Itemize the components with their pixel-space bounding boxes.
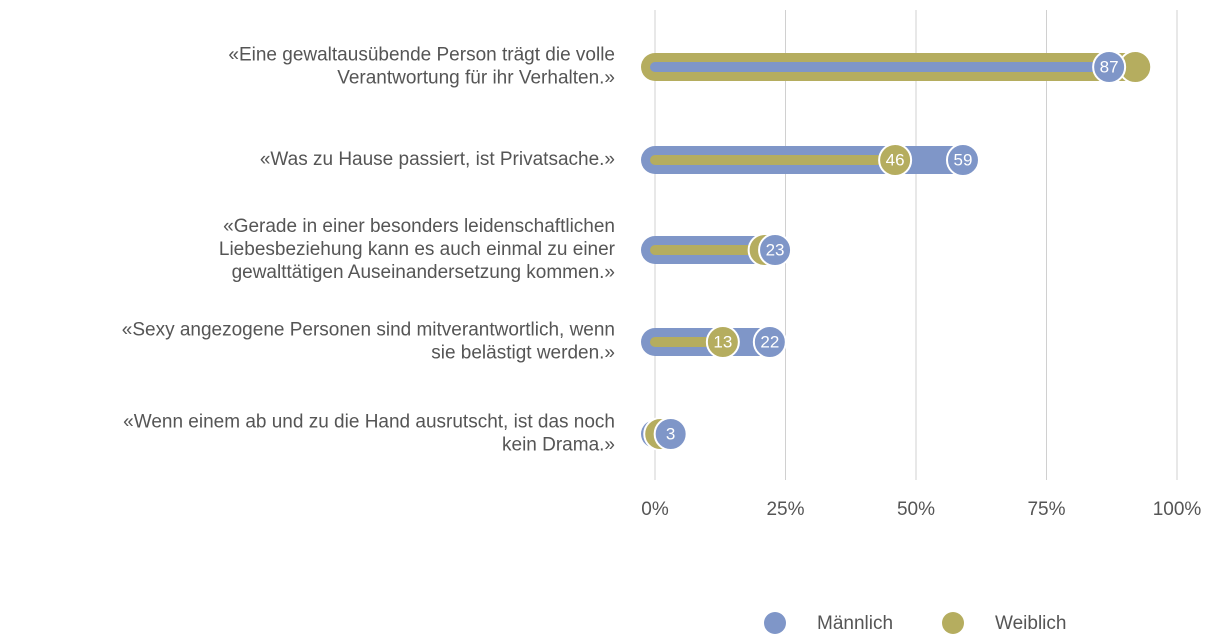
x-tick-label: 50% — [897, 499, 935, 520]
dot — [878, 143, 913, 177]
dot — [705, 325, 740, 359]
x-tick-label: 75% — [1027, 499, 1065, 520]
dot — [752, 325, 787, 359]
category-label: «Gerade in einer besonders leidenschaftl… — [223, 216, 615, 237]
category-label: «Wenn einem ab und zu die Hand ausrutsch… — [123, 412, 615, 433]
dot — [1092, 50, 1127, 84]
x-tick-label: 100% — [1153, 499, 1202, 520]
category-label: «Was zu Hause passiert, ist Privatsache.… — [260, 149, 615, 170]
category-label: kein Drama.» — [502, 435, 615, 456]
category-label: «Eine gewaltausübende Person trägt die v… — [228, 45, 615, 66]
x-tick-label: 25% — [766, 499, 804, 520]
category-label: «Sexy angezogene Personen sind mitverant… — [122, 320, 615, 341]
legend-marker — [942, 612, 964, 634]
value-label: 59 — [954, 150, 973, 169]
legend-label: Männlich — [817, 613, 893, 634]
value-label: 22 — [760, 332, 779, 351]
category-label: Liebesbeziehung kann es auch einmal zu e… — [219, 239, 616, 260]
legend-label: Weiblich — [995, 613, 1066, 634]
value-label: 3 — [666, 424, 675, 443]
category-label: Verantwortung für ihr Verhalten.» — [337, 68, 615, 89]
dot — [653, 417, 688, 451]
dot — [758, 233, 793, 267]
value-label: 23 — [766, 240, 785, 259]
dot — [945, 143, 980, 177]
category-label: gewalttätigen Auseinandersetzung kommen.… — [232, 262, 615, 283]
value-label: 46 — [886, 150, 905, 169]
value-label: 87 — [1100, 57, 1119, 76]
legend-marker — [764, 612, 786, 634]
x-tick-label: 0% — [641, 499, 669, 520]
category-label: sie belästigt werden.» — [431, 343, 615, 364]
value-label: 13 — [713, 332, 732, 351]
